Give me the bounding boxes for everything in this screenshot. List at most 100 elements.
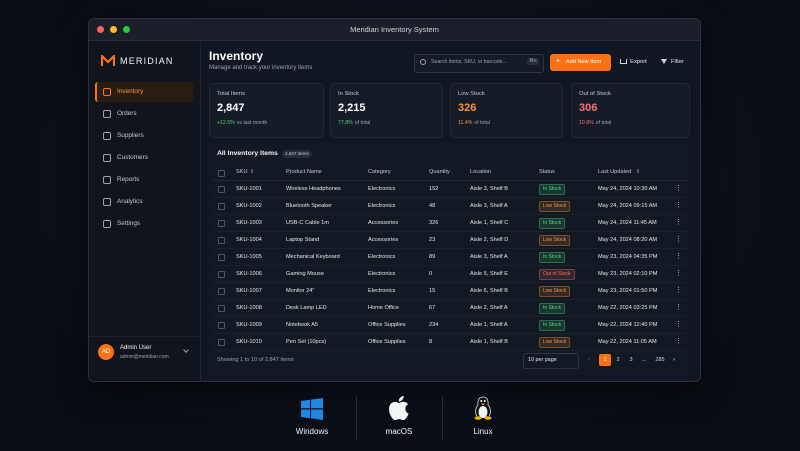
page-button[interactable]: 285 bbox=[655, 357, 665, 363]
row-checkbox[interactable] bbox=[218, 254, 225, 261]
row-checkbox[interactable] bbox=[218, 220, 225, 227]
row-checkbox[interactable] bbox=[218, 339, 225, 346]
close-dot[interactable] bbox=[97, 26, 104, 33]
stat-note: of total bbox=[595, 120, 612, 126]
page-button[interactable]: ... bbox=[641, 357, 647, 363]
table-cell: Aisle 2, Shelf D bbox=[470, 237, 509, 243]
table-cell: Notebook A5 bbox=[286, 322, 319, 328]
table-cell: Aisle 3, Shelf B bbox=[470, 186, 508, 192]
column-header: Status bbox=[539, 169, 555, 175]
stat-card bbox=[209, 83, 324, 138]
table-cell: Gaming Mouse bbox=[286, 271, 324, 277]
stat-label: In Stock bbox=[338, 91, 359, 97]
nav-icon bbox=[103, 110, 111, 118]
table-cell: Aisle 3, Shelf A bbox=[470, 254, 508, 260]
search-box[interactable] bbox=[414, 54, 544, 73]
stat-note: of total bbox=[354, 120, 371, 126]
platform-divider bbox=[356, 396, 357, 440]
filter-button[interactable]: Filter bbox=[671, 59, 684, 65]
page-button[interactable]: 1 bbox=[599, 354, 611, 366]
sidebar-divider bbox=[89, 336, 200, 337]
table-cell: Bluetooth Speaker bbox=[286, 203, 333, 209]
nav-item[interactable]: Reports bbox=[117, 176, 140, 183]
platform-label: macOS bbox=[385, 427, 413, 436]
export-button[interactable]: Export bbox=[630, 59, 647, 65]
table-cell: 152 bbox=[429, 186, 439, 192]
row-menu[interactable]: ⋮ bbox=[675, 185, 682, 192]
minimize-dot[interactable] bbox=[110, 26, 117, 33]
platform-label: Windows bbox=[295, 427, 329, 436]
row-menu[interactable]: ⋮ bbox=[675, 304, 682, 311]
stat-card bbox=[450, 83, 563, 138]
table-cell: May 22, 2024 03:25 PM bbox=[598, 305, 658, 311]
count-badge: 2,847 items bbox=[282, 150, 312, 158]
row-checkbox[interactable] bbox=[218, 322, 225, 329]
table-cell: May 22, 2024 11:05 AM bbox=[598, 339, 657, 345]
stat-label: Out of Stock bbox=[579, 91, 611, 97]
table-cell: Aisle 1, Shelf B bbox=[470, 339, 508, 345]
page-button[interactable]: 3 bbox=[629, 357, 633, 363]
row-checkbox[interactable] bbox=[218, 305, 225, 312]
nav-item[interactable]: Inventory bbox=[117, 88, 144, 95]
table-cell: 0 bbox=[429, 271, 433, 277]
row-checkbox[interactable] bbox=[218, 203, 225, 210]
nav-item[interactable]: Customers bbox=[117, 154, 148, 161]
row-checkbox[interactable] bbox=[218, 237, 225, 244]
page-button[interactable]: 2 bbox=[616, 357, 620, 363]
table-cell: SKU-1009 bbox=[236, 322, 262, 328]
search-shortcut: ⌘K bbox=[527, 58, 539, 65]
column-header[interactable]: SKU bbox=[236, 169, 248, 175]
column-header: Category bbox=[368, 169, 391, 175]
header-checkbox[interactable] bbox=[218, 170, 225, 177]
platform-divider bbox=[442, 396, 443, 440]
row-menu[interactable]: ⋮ bbox=[675, 236, 682, 243]
nav-item[interactable]: Orders bbox=[117, 110, 137, 117]
column-header: Product Name bbox=[286, 169, 322, 175]
prev-page[interactable]: ‹ bbox=[588, 357, 590, 363]
row-checkbox[interactable] bbox=[218, 288, 225, 295]
user-email: admin@meridian.com bbox=[120, 354, 169, 360]
per-page-select[interactable] bbox=[523, 353, 579, 369]
row-menu[interactable]: ⋮ bbox=[675, 202, 682, 209]
table-cell: Electronics bbox=[368, 186, 396, 192]
table-cell: Accessories bbox=[368, 237, 399, 243]
table-cell: SKU-1010 bbox=[236, 339, 262, 345]
row-checkbox[interactable] bbox=[218, 186, 225, 193]
table-cell: May 22, 2024 12:40 PM bbox=[598, 322, 658, 328]
filter-icon bbox=[661, 59, 667, 64]
stat-label: Total Items bbox=[217, 91, 246, 97]
row-menu[interactable]: ⋮ bbox=[675, 270, 682, 277]
status-badge: Low Stock bbox=[539, 337, 571, 348]
add-item-button[interactable] bbox=[550, 54, 611, 71]
next-page[interactable]: › bbox=[673, 357, 675, 363]
stat-change: +12.5% bbox=[217, 120, 235, 126]
nav-icon bbox=[103, 198, 111, 206]
row-divider bbox=[213, 316, 686, 317]
stat-card bbox=[571, 83, 690, 138]
row-menu[interactable]: ⋮ bbox=[675, 253, 682, 260]
table-cell: Accessories bbox=[368, 220, 399, 226]
row-menu[interactable]: ⋮ bbox=[675, 219, 682, 226]
table-cell: 23 bbox=[429, 237, 436, 243]
row-menu[interactable]: ⋮ bbox=[675, 338, 682, 345]
row-menu[interactable]: ⋮ bbox=[675, 287, 682, 294]
table-cell: SKU-1008 bbox=[236, 305, 262, 311]
nav-item[interactable]: Settings bbox=[117, 220, 141, 227]
column-header[interactable]: Last Updated bbox=[598, 169, 632, 175]
sort-icon: ⇕ bbox=[636, 169, 641, 175]
nav-item[interactable]: Analytics bbox=[117, 198, 143, 205]
table-title: All Inventory Items bbox=[217, 150, 278, 157]
add-item-label[interactable]: Add New Item bbox=[566, 59, 602, 65]
table-cell: Desk Lamp LED bbox=[286, 305, 327, 311]
search-icon bbox=[420, 59, 426, 65]
table-cell: SKU-1001 bbox=[236, 186, 262, 192]
table-cell: Aisle 3, Shelf A bbox=[470, 203, 508, 209]
page-title: Inventory bbox=[209, 49, 264, 63]
row-divider bbox=[213, 282, 686, 283]
maximize-dot[interactable] bbox=[123, 26, 130, 33]
row-checkbox[interactable] bbox=[218, 271, 225, 278]
table-cell: 326 bbox=[429, 220, 439, 226]
sort-icon: ⇕ bbox=[250, 169, 255, 175]
row-menu[interactable]: ⋮ bbox=[675, 321, 682, 328]
nav-item[interactable]: Suppliers bbox=[117, 132, 144, 139]
